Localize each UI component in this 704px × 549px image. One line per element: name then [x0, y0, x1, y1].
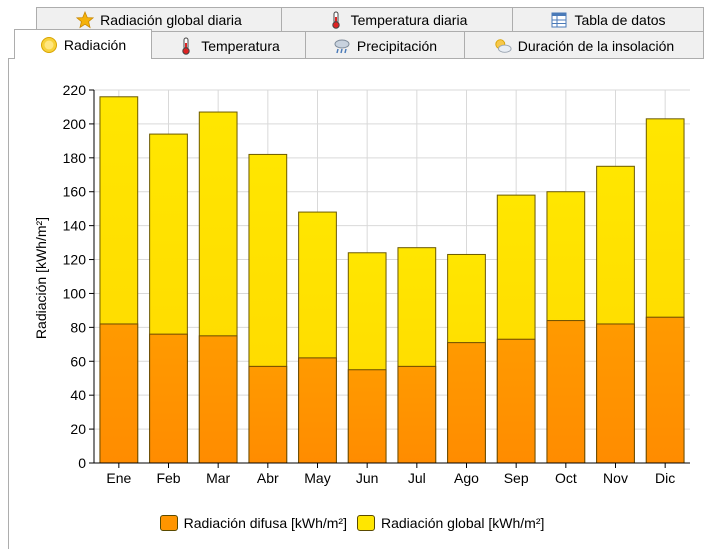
tab-precipitacion[interactable]: Precipitación — [305, 31, 465, 59]
y-axis-label: Radiación [kWh/m²] — [33, 217, 49, 339]
legend-swatch-difusa — [159, 515, 178, 531]
star-icon — [76, 10, 95, 29]
x-tick-label: Ago — [454, 470, 479, 486]
bar-difusa-nov — [596, 323, 635, 464]
tab-tabla-de-datos[interactable]: Tabla de datos — [512, 7, 704, 31]
bar-difusa-dic — [645, 316, 685, 464]
bar-difusa-feb — [149, 333, 188, 464]
tab-radiacion[interactable]: Radiación — [14, 29, 152, 59]
legend-label: Radiación difusa [kWh/m²] — [183, 515, 347, 531]
tab-label: Tabla de datos — [574, 11, 666, 28]
tab-label: Radiación — [63, 36, 127, 53]
bar-difusa-abr — [248, 365, 288, 464]
x-tick-label: Jun — [356, 470, 379, 486]
x-tick-label: Dic — [655, 470, 675, 486]
y-tick-label: 60 — [70, 353, 86, 369]
tab-duracion-insolacion[interactable]: Duración de la insolación — [464, 31, 704, 59]
x-tick-label: Oct — [555, 470, 577, 486]
y-tick-label: 140 — [63, 218, 87, 234]
legend-item-global: Radiación global [kWh/m²] — [357, 515, 544, 531]
tab-label: Temperatura diaria — [350, 11, 468, 28]
tab-label: Radiación global diaria — [100, 11, 242, 28]
bar-difusa-ene — [99, 323, 139, 464]
bar-difusa-oct — [546, 320, 586, 464]
y-tick-label: 0 — [78, 455, 86, 471]
y-tick-label: 200 — [63, 116, 87, 132]
y-tick-label: 120 — [63, 252, 87, 268]
chart-legend: Radiación difusa [kWh/m²] Radiación glob… — [0, 515, 704, 531]
rain-cloud-icon — [333, 37, 351, 55]
bar-difusa-jun — [347, 369, 387, 464]
y-tick-label: 100 — [63, 285, 87, 301]
table-icon — [550, 11, 568, 29]
bar-difusa-sep — [496, 338, 536, 464]
y-tick-label: 220 — [63, 82, 87, 98]
bar-difusa-ago — [447, 342, 486, 464]
y-tick-label: 160 — [63, 184, 87, 200]
bar-difusa-mar — [198, 335, 238, 464]
tab-label: Temperatura — [201, 37, 280, 54]
x-tick-label: Feb — [156, 470, 180, 486]
x-tick-label: Sep — [504, 470, 529, 486]
y-tick-label: 20 — [70, 421, 86, 437]
sun-icon — [40, 36, 58, 54]
legend-item-difusa: Radiación difusa [kWh/m²] — [159, 515, 347, 531]
thermometer-icon — [177, 37, 195, 55]
bar-difusa-may — [298, 357, 337, 464]
x-tick-label: Jul — [408, 470, 426, 486]
sun-cloud-icon — [494, 37, 512, 55]
x-tick-label: Mar — [206, 470, 230, 486]
legend-swatch-global — [357, 515, 375, 531]
x-tick-label: Abr — [257, 470, 279, 486]
y-tick-label: 180 — [63, 150, 87, 166]
x-tick-label: Ene — [106, 470, 131, 486]
x-tick-label: May — [304, 470, 330, 486]
y-tick-label: 40 — [70, 387, 86, 403]
tab-radiacion-global-diaria[interactable]: Radiación global diaria — [36, 7, 282, 31]
legend-label: Radiación global [kWh/m²] — [381, 515, 545, 531]
y-tick-label: 80 — [70, 319, 86, 335]
thermometer-icon — [327, 11, 345, 29]
tab-label: Duración de la insolación — [517, 37, 675, 54]
tab-label: Precipitación — [356, 37, 438, 54]
x-tick-label: Nov — [603, 470, 628, 486]
bar-difusa-jul — [397, 365, 437, 464]
tab-temperatura[interactable]: Temperatura — [151, 31, 306, 59]
